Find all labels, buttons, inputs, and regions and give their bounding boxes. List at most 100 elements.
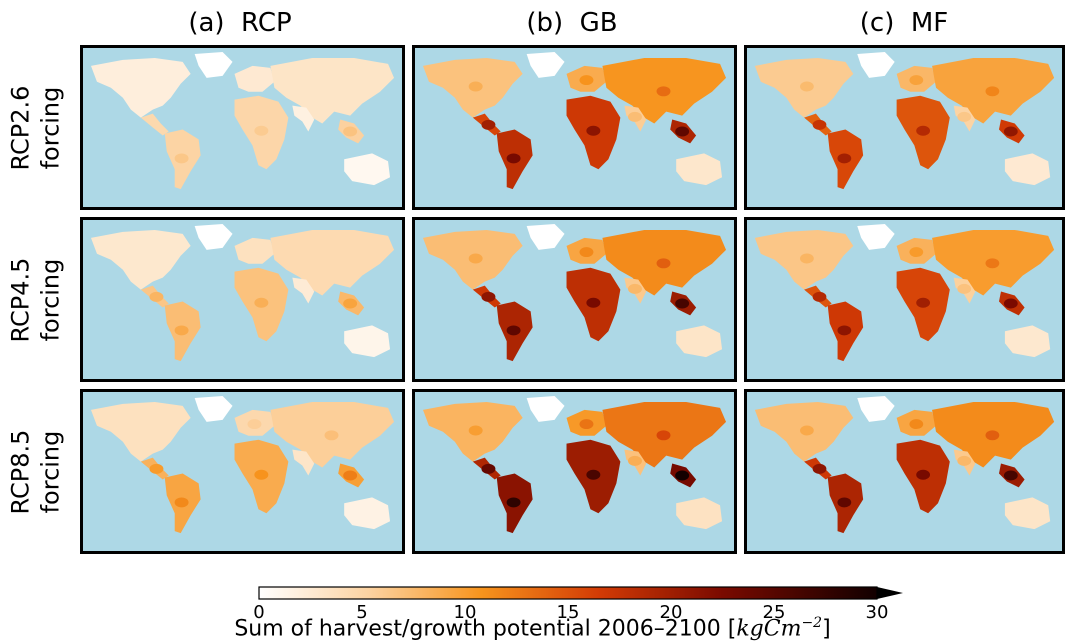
colorbar-tick-label: 10 (453, 602, 477, 623)
hotspot-southeast-asia (675, 298, 690, 309)
hotspot-asia (324, 430, 339, 441)
colorbar-caption: Sum of harvest/growth potential 2006–210… (234, 615, 831, 642)
hotspot-asia (656, 86, 671, 97)
colorbar-tick-label: 5 (356, 602, 368, 623)
colorbar-tick-label: 15 (556, 602, 580, 623)
map-panel-rcp-rcp45 (80, 217, 405, 382)
land-north-america (90, 229, 191, 290)
hotspot-europe (909, 419, 924, 430)
colorbar (258, 586, 903, 600)
hotspot-south-america (837, 153, 852, 164)
map-panel-mf-rcp85 (744, 389, 1065, 554)
land-europe (234, 237, 275, 264)
hotspot-africa (254, 469, 269, 480)
land-australia (344, 497, 391, 530)
column-title-rcp: (a) RCP (188, 8, 292, 38)
column-title-gb: (b) GB (526, 8, 618, 38)
hotspot-north-america (800, 81, 814, 92)
colorbar-tick-label: 0 (253, 602, 265, 623)
hotspot-asia (656, 430, 671, 441)
row-label-rcp45: RCP4.5 forcing (6, 257, 65, 342)
hotspot-asia (656, 258, 671, 269)
map-panel-rcp-rcp26 (80, 45, 405, 210)
colorbar-tick-label: 20 (659, 602, 683, 623)
land-greenland (526, 51, 565, 78)
hotspot-europe (579, 247, 594, 258)
colorbar-tick-label: 30 (865, 602, 889, 623)
map-panel-gb-rcp45 (412, 217, 737, 382)
colorbar-tick-label: 25 (762, 602, 786, 623)
hotspot-southeast-asia (675, 470, 690, 481)
hotspot-south-america (174, 497, 189, 508)
hotspot-africa (916, 469, 931, 480)
hotspot-south-america (506, 153, 521, 164)
map-panel-mf-rcp45 (744, 217, 1065, 382)
hotspot-africa (916, 125, 931, 136)
hotspot-europe (909, 75, 924, 86)
hotspot-africa (916, 297, 931, 308)
hotspot-south-america (837, 325, 852, 336)
hotspot-south-america (837, 497, 852, 508)
hotspot-north-america (800, 425, 814, 436)
land-arabia-india (292, 449, 315, 476)
hotspot-central-america (481, 119, 496, 130)
map-panel-gb-rcp85 (412, 389, 737, 554)
hotspot-north-america (800, 253, 814, 264)
hotspot-central-america (812, 119, 827, 130)
land-australia (1004, 325, 1051, 358)
hotspot-arabia-india (957, 111, 972, 122)
land-arabia-india (292, 105, 315, 132)
hotspot-arabia-india (957, 455, 972, 466)
hotspot-europe (579, 419, 594, 430)
hotspot-africa (254, 297, 269, 308)
hotspot-southeast-asia (675, 126, 690, 137)
hotspot-asia (985, 430, 1000, 441)
hotspot-europe (909, 247, 924, 258)
land-central-america (140, 113, 169, 136)
hotspot-asia (985, 86, 1000, 97)
land-greenland (857, 51, 895, 78)
hotspot-southeast-asia (343, 298, 358, 309)
hotspot-arabia-india (957, 283, 972, 294)
hotspot-asia (985, 258, 1000, 269)
land-greenland (526, 395, 565, 422)
hotspot-central-america (149, 291, 164, 302)
hotspot-southeast-asia (1003, 126, 1018, 137)
map-panel-mf-rcp26 (744, 45, 1065, 210)
land-asia (270, 57, 395, 124)
map-panel-rcp-rcp85 (80, 389, 405, 554)
hotspot-south-america (174, 153, 189, 164)
hotspot-arabia-india (627, 455, 642, 466)
hotspot-north-america (468, 253, 483, 264)
hotspot-southeast-asia (1003, 298, 1018, 309)
land-australia (1004, 497, 1051, 530)
land-europe (234, 65, 275, 92)
land-greenland (194, 51, 233, 78)
hotspot-central-america (481, 463, 496, 474)
hotspot-europe (247, 419, 262, 430)
land-north-america (90, 401, 191, 462)
hotspot-africa (586, 125, 601, 136)
land-australia (1004, 153, 1051, 186)
hotspot-europe (579, 75, 594, 86)
hotspot-south-america (174, 325, 189, 336)
hotspot-south-america (506, 497, 521, 508)
hotspot-north-america (468, 425, 483, 436)
land-greenland (194, 223, 233, 250)
land-asia (270, 229, 395, 296)
hotspot-africa (586, 297, 601, 308)
hotspot-africa (254, 125, 269, 136)
hotspot-north-america (468, 81, 483, 92)
hotspot-south-america (506, 325, 521, 336)
column-title-mf: (c) MF (859, 8, 949, 38)
row-label-rcp26: RCP2.6 forcing (6, 85, 65, 170)
row-label-rcp85: RCP8.5 forcing (6, 429, 65, 514)
land-australia (676, 153, 723, 186)
map-panel-gb-rcp26 (412, 45, 737, 210)
hotspot-arabia-india (627, 111, 642, 122)
hotspot-southeast-asia (343, 470, 358, 481)
land-greenland (526, 223, 565, 250)
land-australia (676, 325, 723, 358)
hotspot-southeast-asia (343, 126, 358, 137)
land-greenland (857, 395, 895, 422)
